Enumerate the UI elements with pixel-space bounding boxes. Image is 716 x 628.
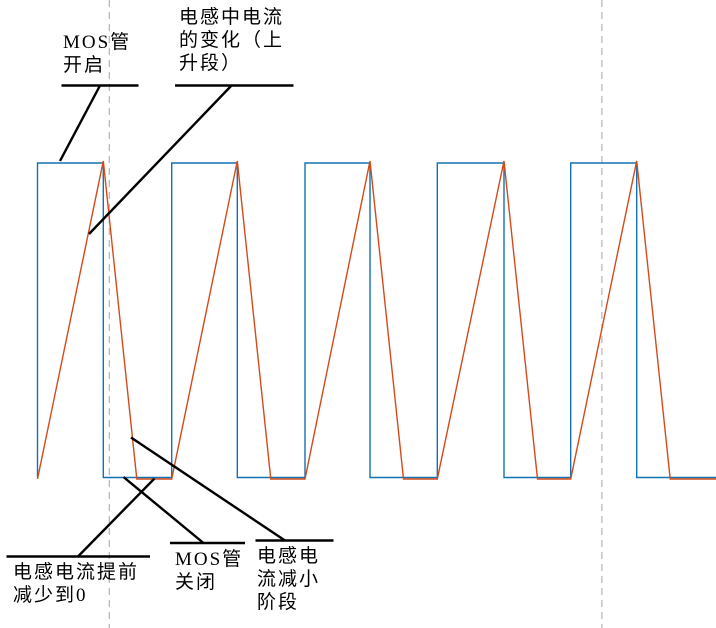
label-current-zero-early: 电感电流提前 减少到0 <box>13 562 140 606</box>
reference-gridlines <box>108 0 603 628</box>
mos-off-leader <box>122 476 205 544</box>
current-decrease-leader <box>130 436 286 542</box>
label-mos-on: MOS管 开启 <box>63 32 132 76</box>
label-mos-off: MOS管 关闭 <box>175 549 244 593</box>
callout-lines <box>6 84 334 558</box>
gate-voltage-waveform <box>36 162 716 479</box>
mos-on-leader <box>58 84 102 162</box>
current-zero-early-leader <box>77 477 156 558</box>
inductor-current-waveform <box>36 160 716 480</box>
label-current-decrease: 电感电 流减小 阶段 <box>257 546 321 613</box>
label-inductor-rise: 电感中电流 的变化（上 升段） <box>179 7 285 74</box>
inductor-rise-leader <box>88 84 233 235</box>
